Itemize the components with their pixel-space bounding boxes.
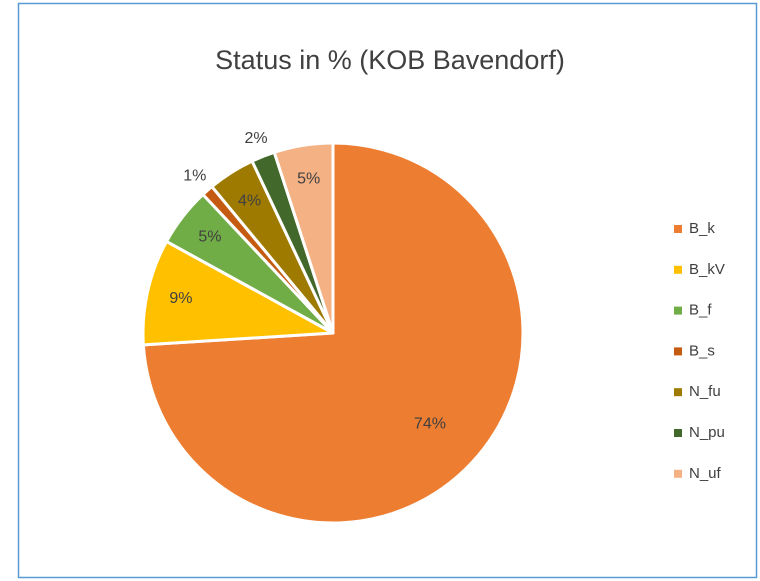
data-label: 5% <box>297 170 320 187</box>
legend-label: B_f <box>689 302 712 319</box>
legend-swatch <box>674 265 682 274</box>
data-label: 9% <box>169 290 192 307</box>
data-label: 4% <box>238 193 261 210</box>
legend-label: B_kV <box>689 261 725 278</box>
legend-label: B_s <box>689 342 715 359</box>
data-label: 2% <box>244 130 267 147</box>
data-label: 1% <box>183 167 206 184</box>
legend-label: N_pu <box>689 424 725 441</box>
legend-swatch <box>674 347 682 356</box>
chart-title: Status in % (KOB Bavendorf) <box>215 45 565 75</box>
pie-slice <box>141 239 335 347</box>
legend-label: N_uf <box>689 465 722 482</box>
legend-swatch <box>674 388 682 397</box>
legend-swatch <box>674 429 682 437</box>
data-label: 74% <box>414 415 446 432</box>
legend-label: B_k <box>689 220 715 237</box>
pie-slice <box>272 141 335 335</box>
legend-swatch <box>674 306 682 315</box>
legend-label: N_fu <box>689 383 721 400</box>
legend-swatch <box>674 469 682 478</box>
legend-swatch <box>674 225 682 233</box>
data-label: 5% <box>198 229 221 246</box>
